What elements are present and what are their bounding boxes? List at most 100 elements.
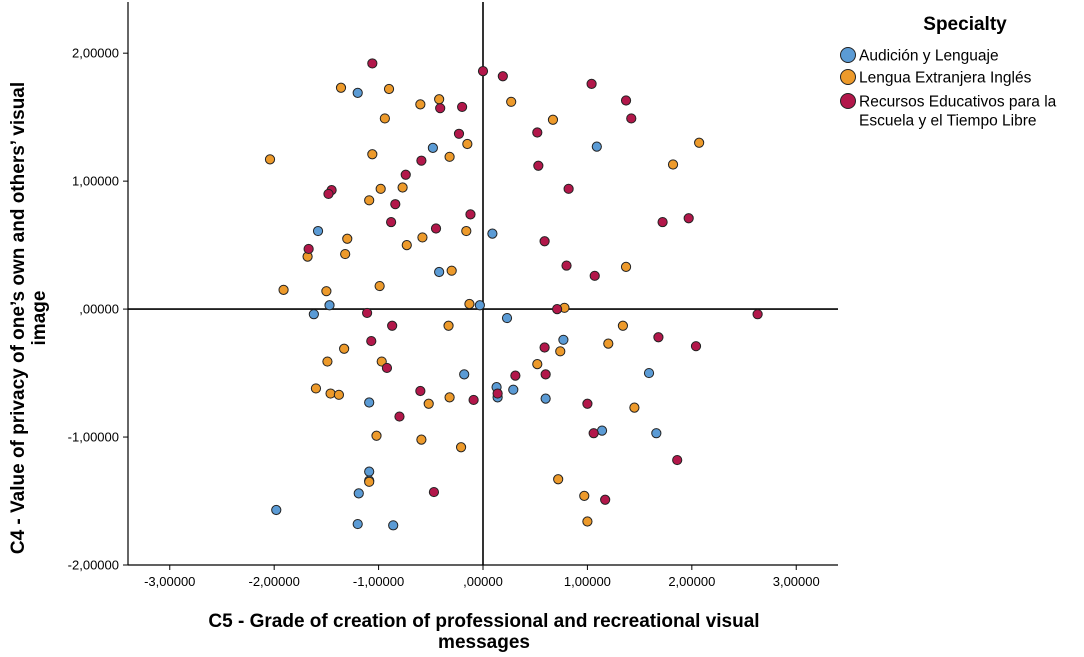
data-point (401, 240, 412, 251)
data-point (506, 96, 517, 107)
data-point (308, 309, 319, 320)
axes: -3,00000 -2,00000 -1,00000 ,00000 1,00000 2,0… (68, 2, 838, 589)
x-axis-title: C5 - Grade of creation of professional a… (208, 611, 759, 632)
data-point (364, 195, 375, 206)
data-point (694, 137, 705, 148)
x-tick-label: ,00000 (463, 574, 503, 589)
data-point (690, 341, 702, 352)
data-point (312, 225, 324, 237)
data-point (672, 454, 683, 466)
data-point (465, 209, 476, 220)
data-point (582, 398, 593, 409)
data-point (443, 320, 454, 331)
axis-labels: C5 - Grade of creation of professional a… (8, 82, 760, 653)
data-point (323, 188, 334, 200)
y-axis-title: C4 - Value of privacy of one’s own and o… (8, 82, 29, 554)
data-point (492, 388, 503, 399)
y-tick-label: -1,00000 (68, 430, 119, 445)
data-point (352, 87, 363, 98)
data-point (468, 394, 479, 406)
data-point (390, 199, 401, 210)
data-point (539, 236, 550, 247)
data-point (381, 362, 393, 374)
data-point (547, 114, 559, 125)
x-tick-label: 2,00000 (668, 574, 715, 589)
data-point (324, 300, 335, 311)
data-point (752, 309, 763, 320)
data-point (353, 488, 364, 499)
data-point (579, 490, 590, 502)
data-point (375, 183, 386, 194)
data-point (415, 385, 426, 397)
data-point (340, 248, 351, 260)
data-point (552, 303, 563, 315)
data-point (394, 411, 405, 422)
data-point (416, 155, 427, 166)
data-point (335, 82, 347, 93)
legend-label: Lengua Extranjera Inglés (859, 70, 1032, 87)
data-point (629, 402, 640, 413)
data-point (539, 342, 550, 353)
data-point (278, 284, 289, 295)
data-point (342, 233, 353, 244)
data-point (651, 428, 662, 439)
data-point (446, 265, 457, 276)
y-tick-label: 2,00000 (72, 46, 119, 61)
data-point (620, 95, 632, 106)
data-point (367, 58, 378, 69)
data-point (428, 486, 440, 498)
y-tick-label: -2,00000 (68, 558, 119, 573)
data-point (508, 384, 519, 395)
data-point (459, 369, 470, 380)
data-point (321, 286, 332, 297)
data-point (558, 334, 569, 345)
data-point (487, 228, 498, 239)
data-point (603, 338, 614, 349)
data-point (464, 298, 475, 310)
data-point (333, 389, 345, 400)
data-point (620, 261, 632, 272)
data-point (617, 320, 629, 331)
data-point (626, 113, 637, 124)
data-point (540, 369, 551, 380)
data-point (325, 388, 336, 399)
data-point (400, 169, 411, 180)
x-axis-title: messages (438, 632, 530, 653)
legend-label: Audición y Lenguaje (859, 48, 999, 65)
data-point (453, 128, 465, 139)
data-point (423, 398, 434, 409)
data-point (455, 442, 467, 453)
data-point (435, 103, 446, 114)
data-point (510, 370, 521, 381)
data-point (366, 335, 377, 347)
data-point (683, 213, 694, 224)
data-point (532, 127, 543, 138)
data-point (582, 516, 593, 527)
data-point (430, 223, 442, 234)
data-point (563, 183, 574, 194)
legend-label: Recursos Educativos para la (859, 94, 1057, 111)
data-point (586, 78, 597, 89)
data-point (532, 359, 543, 370)
data-point (596, 425, 608, 436)
data-point (461, 225, 472, 237)
data-point (501, 312, 513, 324)
data-point (397, 182, 408, 193)
x-tick-label: -3,00000 (144, 574, 195, 589)
data-point (474, 300, 485, 311)
data-point (303, 243, 314, 255)
data-point (588, 428, 599, 439)
data-point (387, 320, 398, 331)
data-point (444, 392, 455, 403)
data-point (600, 494, 611, 505)
data-point (364, 476, 375, 487)
data-point (388, 520, 399, 531)
data-point (540, 393, 551, 404)
data-point (561, 260, 572, 271)
data-point (339, 343, 350, 354)
data-point (667, 159, 679, 170)
data-point (310, 383, 322, 394)
data-point (364, 397, 375, 408)
data-points (264, 58, 763, 531)
